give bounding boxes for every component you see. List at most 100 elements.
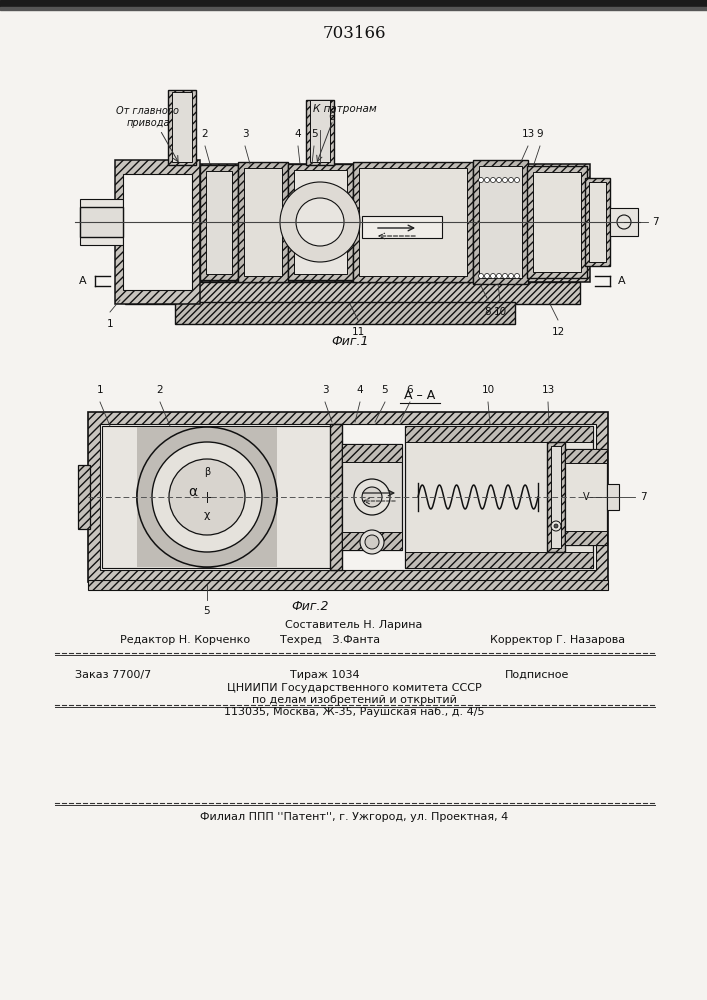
Text: 4: 4: [357, 385, 363, 395]
Circle shape: [479, 273, 484, 278]
Circle shape: [496, 178, 501, 182]
Bar: [565, 449, 607, 463]
Text: χ: χ: [204, 510, 210, 520]
Text: А – А: А – А: [404, 389, 436, 402]
Bar: [78, 465, 90, 529]
Text: 7: 7: [640, 492, 647, 502]
Text: 5: 5: [204, 606, 210, 616]
Bar: [125, 282, 580, 304]
Circle shape: [479, 178, 484, 182]
Text: А: А: [618, 276, 626, 286]
Bar: [294, 170, 347, 274]
Text: 1: 1: [97, 385, 103, 395]
Bar: [353, 162, 473, 282]
Text: Фиг.2: Фиг.2: [291, 600, 329, 613]
Bar: [607, 484, 619, 510]
Circle shape: [515, 178, 520, 182]
Circle shape: [551, 521, 561, 531]
Bar: [102, 426, 332, 568]
Circle shape: [152, 442, 262, 552]
Text: 11: 11: [351, 327, 365, 337]
Bar: [244, 168, 282, 276]
Text: 6: 6: [329, 112, 335, 122]
Text: 13: 13: [542, 385, 554, 395]
Bar: [342, 532, 402, 550]
Text: 5: 5: [310, 129, 317, 139]
Bar: [405, 426, 593, 568]
Bar: [168, 90, 196, 165]
Text: 12: 12: [551, 327, 565, 337]
Text: Фиг.1: Фиг.1: [332, 335, 369, 348]
Text: Подписное: Подписное: [505, 670, 569, 680]
Bar: [359, 168, 467, 276]
Text: 113035, Москва, Ж-35, Раушская наб., д. 4/5: 113035, Москва, Ж-35, Раушская наб., д. …: [223, 707, 484, 717]
Bar: [80, 207, 123, 237]
Bar: [585, 178, 610, 266]
Text: Заказ 7700/7: Заказ 7700/7: [75, 670, 151, 680]
Bar: [589, 182, 606, 262]
Text: Техред   З.Фанта: Техред З.Фанта: [280, 635, 380, 645]
Bar: [200, 165, 238, 280]
Text: Тираж 1034: Тираж 1034: [290, 670, 360, 680]
Bar: [88, 580, 608, 590]
Bar: [0, 0, 707, 7]
Bar: [206, 171, 232, 274]
Circle shape: [503, 273, 508, 278]
Text: А: А: [79, 276, 87, 286]
Bar: [330, 424, 342, 570]
Text: по делам изобретений и открытий: по делам изобретений и открытий: [252, 695, 457, 705]
Bar: [132, 170, 580, 274]
Circle shape: [362, 487, 382, 507]
Bar: [100, 424, 596, 570]
Text: 7: 7: [652, 217, 659, 227]
Text: 2: 2: [157, 385, 163, 395]
Circle shape: [617, 215, 631, 229]
Bar: [137, 427, 277, 567]
Text: 1: 1: [107, 319, 113, 329]
Text: 703166: 703166: [322, 24, 386, 41]
Text: 6: 6: [407, 385, 414, 395]
Text: 3: 3: [242, 129, 248, 139]
Bar: [123, 174, 192, 290]
Text: 9: 9: [537, 129, 543, 139]
Text: β: β: [204, 467, 210, 477]
Text: 5: 5: [382, 385, 388, 395]
Bar: [310, 100, 330, 162]
Text: ЦНИИПИ Государственного комитета СССР: ЦНИИПИ Государственного комитета СССР: [227, 683, 481, 693]
Text: К патронам: К патронам: [313, 104, 377, 114]
Text: Составитель Н. Ларина: Составитель Н. Ларина: [286, 620, 423, 630]
Circle shape: [296, 198, 344, 246]
Bar: [405, 426, 593, 442]
Bar: [118, 164, 590, 282]
Bar: [88, 412, 608, 582]
Bar: [0, 7, 707, 10]
Circle shape: [280, 182, 360, 262]
Bar: [238, 162, 288, 282]
Bar: [342, 444, 402, 462]
Bar: [342, 444, 402, 550]
Circle shape: [503, 178, 508, 182]
Circle shape: [354, 479, 390, 515]
Text: 2: 2: [201, 129, 209, 139]
Bar: [405, 552, 593, 568]
Bar: [362, 216, 442, 238]
Bar: [175, 302, 515, 324]
Circle shape: [169, 459, 245, 535]
Circle shape: [491, 178, 496, 182]
Circle shape: [360, 530, 384, 554]
Bar: [473, 160, 528, 284]
Bar: [527, 166, 587, 278]
Text: Корректор Г. Назарова: Корректор Г. Назарова: [490, 635, 625, 645]
Bar: [547, 442, 565, 552]
Bar: [306, 100, 334, 165]
Bar: [551, 446, 561, 548]
Circle shape: [508, 273, 513, 278]
Circle shape: [496, 273, 501, 278]
Text: От главного
привода: От главного привода: [117, 106, 180, 128]
Text: 13: 13: [521, 129, 534, 139]
Bar: [80, 199, 123, 245]
Bar: [533, 172, 581, 272]
Circle shape: [491, 273, 496, 278]
Text: Редактор Н. Корченко: Редактор Н. Корченко: [120, 635, 250, 645]
Bar: [565, 531, 607, 545]
